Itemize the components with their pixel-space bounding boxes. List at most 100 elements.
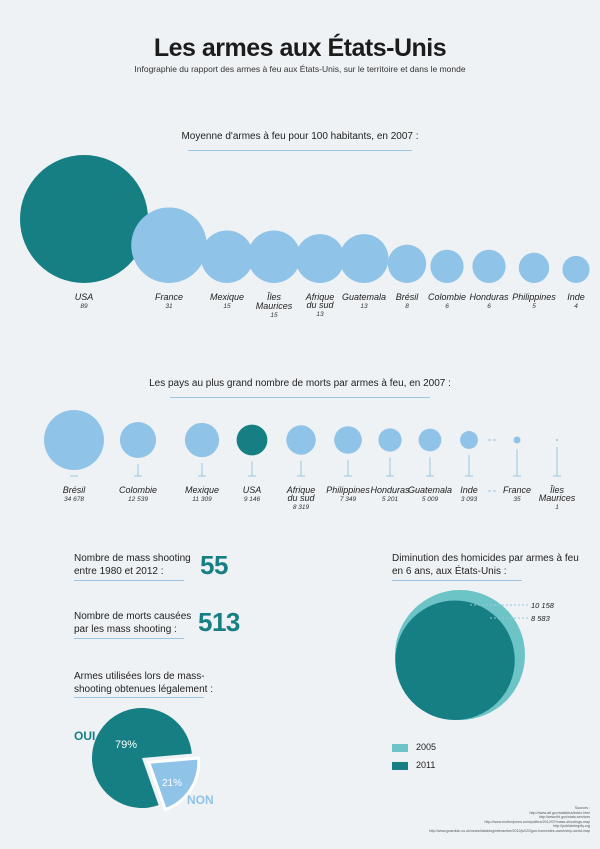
category-label-mexique: Mexique — [210, 292, 244, 302]
source-line: http://www.guardian.co.uk/news/datablog/… — [428, 828, 590, 833]
category-label-iles-maurices: Maurices — [539, 493, 576, 503]
bubble-iles-maurices — [247, 230, 301, 283]
category-label-usa: USA — [75, 292, 94, 302]
value-label-philippines: 7 349 — [340, 496, 357, 503]
bubble-bresil — [44, 410, 104, 470]
value-label-iles-maurices: 1 — [555, 504, 559, 511]
source-line: http://publicintegrity.org — [553, 824, 590, 829]
category-label-france: France — [155, 292, 183, 302]
pie-category-non: NON — [187, 793, 214, 807]
category-label-afrique-du-sud: Afrique — [286, 485, 316, 495]
category-label-colombie: Colombie — [428, 292, 466, 302]
bubble-guatemala — [418, 428, 442, 452]
category-label-iles-maurices: Maurices — [256, 301, 293, 311]
value-label-inde: 4 — [574, 303, 578, 310]
value-label-honduras: 5 201 — [382, 496, 399, 503]
bubble-inde — [562, 255, 590, 283]
category-label-philippines: Philippines — [512, 292, 556, 302]
bubble-afrique-du-sud — [295, 234, 345, 283]
legend-2011-swatch — [392, 762, 408, 770]
value-label-usa: 9 146 — [244, 496, 261, 503]
value-label-colombie: 12 539 — [128, 496, 148, 503]
bubble-guatemala — [339, 234, 389, 283]
bubble-mexique — [184, 422, 220, 458]
mass-deaths-value: 513 — [198, 607, 240, 637]
value-label-usa: 89 — [80, 303, 88, 310]
source-line: http://www.motherjones.com/politics/2012… — [484, 819, 590, 824]
value-label-afrique-du-sud: 13 — [316, 311, 324, 318]
value-label-france: 35 — [513, 496, 521, 503]
mass-deaths-rule — [74, 638, 184, 639]
value-label-mexique: 15 — [223, 303, 231, 310]
pie-slice-non — [146, 756, 201, 812]
pie-value-oui: 79% — [115, 739, 137, 751]
mass-deaths-label: Nombre de morts causées par les mass sho… — [74, 611, 192, 635]
value-label-honduras: 6 — [487, 303, 491, 310]
source-line: http://www.atf.gov/statistics/index.html — [529, 810, 590, 815]
mass-shooting-value: 55 — [200, 550, 228, 580]
category-label-colombie: Colombie — [119, 485, 157, 495]
sources-label: Sources : — [574, 806, 590, 810]
value-label-2005: 10 158 — [531, 601, 555, 610]
value-label-2011: 8 583 — [531, 614, 551, 623]
sources: Sources : http://www.atf.gov/statistics/… — [429, 806, 590, 834]
legend-2005-label: 2005 — [416, 742, 437, 752]
mass-shooting-rule — [74, 580, 184, 581]
category-label-iles-maurices: Îles — [267, 292, 282, 302]
bubble-honduras — [378, 428, 402, 452]
pie-value-non: 21% — [162, 778, 182, 789]
value-label-afrique-du-sud: 8 319 — [293, 504, 310, 511]
category-label-guatemala: Guatemala — [408, 485, 452, 495]
page-subtitle: Infographie du rapport des armes à feu a… — [134, 64, 466, 74]
category-label-usa: USA — [243, 485, 262, 495]
bubble-mexique — [200, 230, 254, 283]
category-label-guatemala: Guatemala — [342, 292, 386, 302]
value-label-guatemala: 13 — [360, 303, 368, 310]
homicide-rule — [392, 580, 522, 581]
value-label-bresil: 34 678 — [64, 496, 84, 503]
source-line: http://www.fbi.gov/stats-services — [538, 815, 590, 820]
bubble-bresil — [387, 244, 427, 283]
value-label-bresil: 8 — [405, 303, 409, 310]
bubble-usa — [20, 155, 148, 283]
value-label-colombie: 6 — [445, 303, 449, 310]
value-label-inde: 3 093 — [461, 496, 478, 503]
value-label-philippines: 5 — [532, 303, 536, 310]
homicide-title: Diminution des homicides par armes à feu… — [392, 553, 579, 577]
category-label-bresil: Brésil — [63, 485, 87, 495]
bubble-2011 — [395, 600, 515, 721]
category-label-mexique: Mexique — [185, 485, 219, 495]
value-label-guatemala: 5 009 — [422, 496, 439, 503]
bubble-iles-maurices — [556, 439, 558, 441]
bubble-france — [131, 207, 207, 283]
bubble-honduras — [472, 249, 506, 283]
section1-title: Moyenne d'armes à feu pour 100 habitants… — [181, 131, 419, 142]
category-label-inde: Inde — [567, 292, 585, 302]
bubble-colombie — [430, 249, 464, 283]
mass-shooting-label: Nombre de mass shooting entre 1980 et 20… — [74, 553, 191, 577]
bubble-colombie — [119, 421, 157, 459]
legend-2011-label: 2011 — [416, 760, 436, 770]
bubble-inde — [460, 431, 478, 449]
legal-weapons-rule — [74, 697, 204, 698]
category-label-afrique-du-sud: du sud — [287, 493, 315, 503]
pie-slice-oui — [92, 708, 192, 808]
category-label-afrique-du-sud: du sud — [306, 300, 334, 310]
section2-title: Les pays au plus grand nombre de morts p… — [149, 378, 451, 389]
bubble-france — [513, 436, 521, 444]
bubble-philippines — [518, 252, 550, 283]
category-label-france: France — [503, 485, 531, 495]
bubble-afrique-du-sud — [286, 425, 316, 455]
section2-rule — [170, 397, 430, 398]
value-label-mexique: 11 309 — [192, 496, 212, 503]
bubble-usa — [236, 424, 268, 456]
section1-rule — [188, 150, 412, 151]
value-label-iles-maurices: 15 — [270, 312, 278, 319]
legend-2005-swatch — [392, 744, 408, 752]
category-label-philippines: Philippines — [326, 485, 370, 495]
category-label-honduras: Honduras — [370, 485, 410, 495]
